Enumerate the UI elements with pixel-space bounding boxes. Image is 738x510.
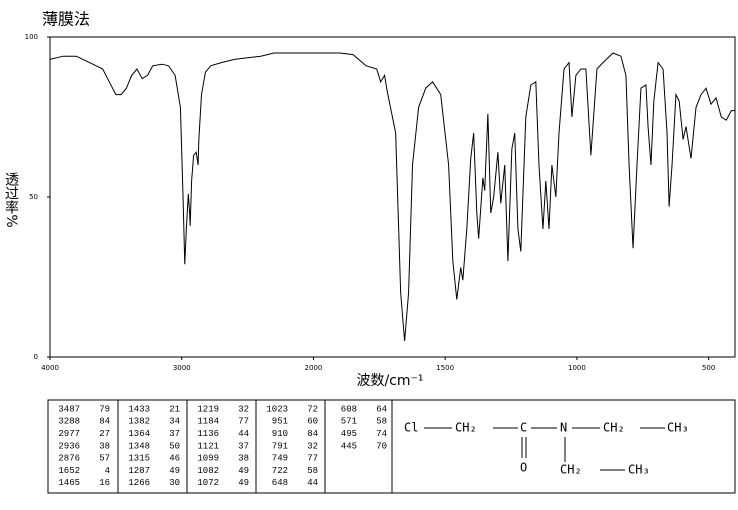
peak-wavenumber: 910: [272, 429, 288, 439]
peak-transmittance: 4: [105, 466, 110, 476]
x-tick-label: 1500: [436, 364, 454, 372]
peak-wavenumber: 571: [341, 417, 357, 427]
peak-transmittance: 84: [307, 429, 318, 439]
bonds: [424, 427, 665, 471]
peak-transmittance: 64: [376, 404, 387, 414]
peak-wavenumber: 1652: [58, 466, 80, 476]
atom-label: Cl: [404, 421, 418, 435]
peak-transmittance: 49: [169, 466, 180, 476]
y-tick-label: 0: [34, 353, 38, 361]
peak-transmittance: 30: [169, 478, 180, 488]
peak-wavenumber: 2977: [58, 429, 80, 439]
peak-wavenumber: 1082: [197, 466, 219, 476]
peak-wavenumber: 648: [272, 478, 288, 488]
x-tick-label: 3000: [173, 364, 191, 372]
plot-frame: [49, 36, 736, 358]
peak-wavenumber: 3288: [58, 417, 80, 427]
peak-transmittance: 50: [169, 441, 180, 451]
x-tick-label: 1000: [568, 364, 586, 372]
peak-wavenumber: 1072: [197, 478, 219, 488]
chart-title: 薄膜法: [42, 10, 90, 29]
peak-transmittance: 16: [99, 478, 110, 488]
peak-transmittance: 77: [307, 454, 318, 464]
x-tick-label: 4000: [41, 364, 59, 372]
peak-transmittance: 46: [169, 454, 180, 464]
peak-wavenumber: 2876: [58, 454, 80, 464]
peak-wavenumber: 3487: [58, 404, 80, 414]
peak-wavenumber: 1099: [197, 454, 219, 464]
peak-wavenumber: 445: [341, 441, 357, 451]
peak-transmittance: 44: [307, 478, 318, 488]
peak-transmittance: 21: [169, 404, 180, 414]
peak-transmittance: 74: [376, 429, 387, 439]
peak-wavenumber: 495: [341, 429, 357, 439]
atom-label: C: [520, 421, 527, 435]
peak-wavenumber: 1465: [58, 478, 80, 488]
peak-wavenumber: 722: [272, 466, 288, 476]
peak-transmittance: 32: [238, 404, 249, 414]
x-axis-label: 波数/cm⁻¹: [356, 373, 423, 389]
y-tick-label: 100: [25, 33, 38, 41]
atom-label: CH₂: [603, 421, 625, 435]
peak-wavenumber: 1023: [266, 404, 288, 414]
peak-transmittance: 37: [238, 441, 249, 451]
peak-transmittance: 84: [99, 417, 110, 427]
peak-transmittance: 57: [99, 454, 110, 464]
peak-wavenumber: 1136: [197, 429, 219, 439]
peak-wavenumber: 1121: [197, 441, 219, 451]
peak-transmittance: 58: [307, 466, 318, 476]
peak-wavenumber: 608: [341, 404, 357, 414]
peak-transmittance: 72: [307, 404, 318, 414]
peak-transmittance: 77: [238, 417, 249, 427]
peak-wavenumber: 1266: [128, 478, 150, 488]
peak-transmittance: 49: [238, 466, 249, 476]
peak-transmittance: 44: [238, 429, 249, 439]
peak-transmittance: 58: [376, 417, 387, 427]
peak-wavenumber: 1184: [197, 417, 219, 427]
peak-transmittance: 79: [99, 404, 110, 414]
peak-transmittance: 27: [99, 429, 110, 439]
peak-wavenumber: 749: [272, 454, 288, 464]
peak-transmittance: 49: [238, 478, 249, 488]
atom-label: CH₃: [628, 463, 650, 477]
y-axis-label: 透过率%: [3, 172, 19, 227]
peak-wavenumber: 1315: [128, 454, 150, 464]
peak-transmittance: 70: [376, 441, 387, 451]
peak-transmittance: 60: [307, 417, 318, 427]
peak-transmittance: 38: [238, 454, 249, 464]
atom-label: CH₂: [455, 421, 477, 435]
peak-wavenumber: 1433: [128, 404, 150, 414]
peak-transmittance: 37: [169, 429, 180, 439]
table-dividers: [117, 400, 393, 493]
peak-transmittance: 38: [99, 441, 110, 451]
peak-wavenumber: 1287: [128, 466, 150, 476]
x-tick-label: 2000: [305, 364, 323, 372]
peak-wavenumber: 1219: [197, 404, 219, 414]
peak-transmittance: 32: [307, 441, 318, 451]
peak-wavenumber: 1382: [128, 417, 150, 427]
peak-wavenumber: 1348: [128, 441, 150, 451]
peak-wavenumber: 951: [272, 417, 288, 427]
x-tick-label: 500: [702, 364, 715, 372]
atom-label: O: [520, 461, 527, 475]
peak-wavenumber: 791: [272, 441, 288, 451]
spectrum-line: [49, 52, 735, 342]
atom-label: CH₂: [560, 463, 582, 477]
peak-wavenumber: 1364: [128, 429, 150, 439]
atom-label: N: [560, 421, 567, 435]
peak-transmittance: 34: [169, 417, 180, 427]
atom-label: CH₃: [667, 421, 689, 435]
y-tick-label: 50: [29, 193, 38, 201]
peak-wavenumber: 2936: [58, 441, 80, 451]
